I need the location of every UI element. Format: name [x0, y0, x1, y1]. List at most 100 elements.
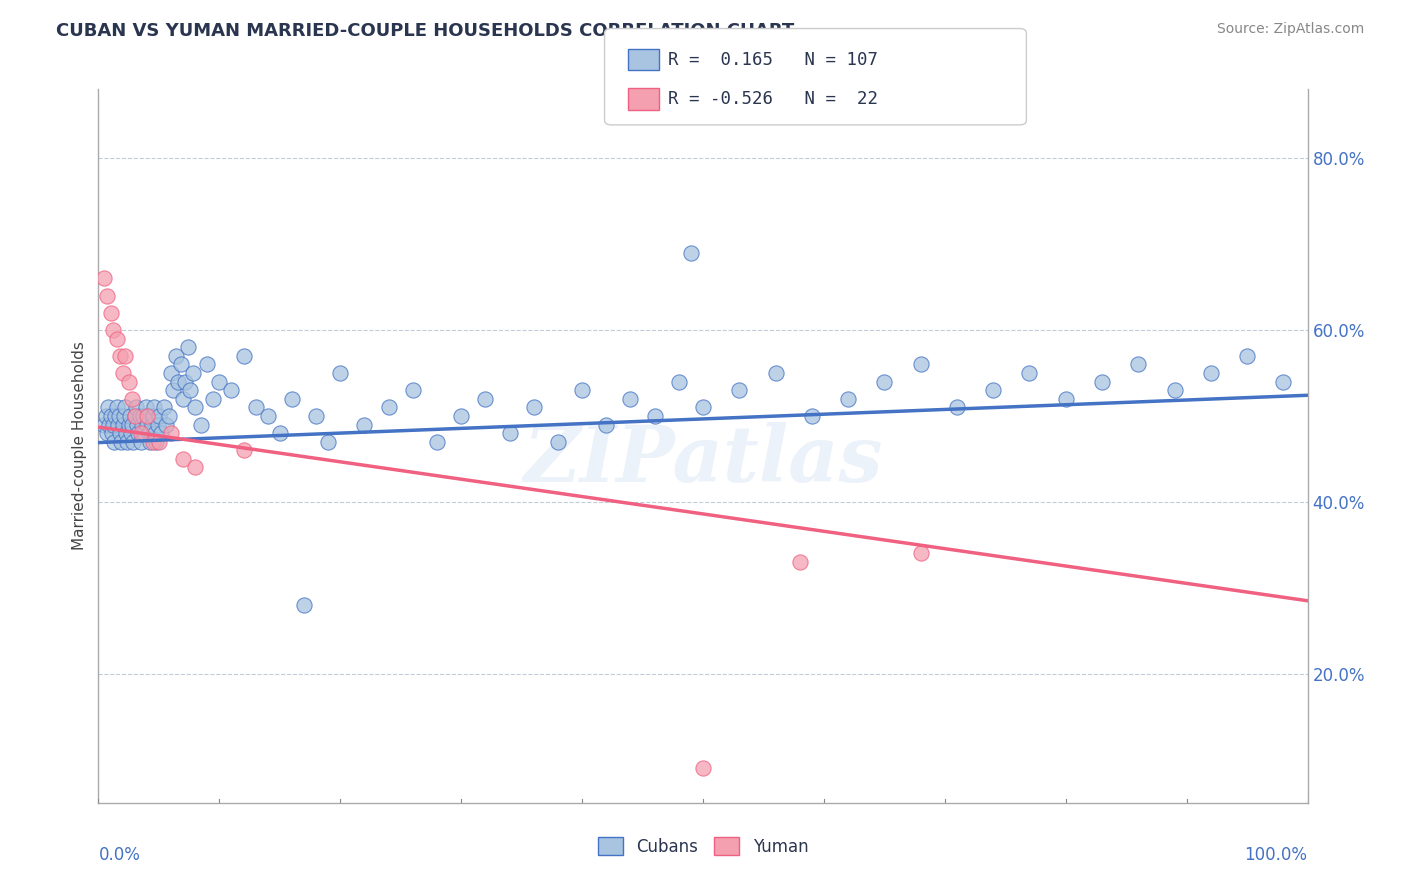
- Point: [143, 401, 166, 415]
- Text: 0.0%: 0.0%: [98, 846, 141, 863]
- Text: R =  0.165   N = 107: R = 0.165 N = 107: [668, 51, 877, 69]
- Point: [160, 426, 183, 441]
- Text: 100.0%: 100.0%: [1244, 846, 1308, 863]
- Point: [547, 434, 569, 449]
- Point: [195, 357, 218, 371]
- Point: [1054, 392, 1077, 406]
- Point: [800, 409, 823, 423]
- Point: [305, 409, 328, 423]
- Point: [245, 401, 267, 415]
- Point: [97, 401, 120, 415]
- Point: [125, 401, 148, 415]
- Point: [426, 434, 449, 449]
- Point: [728, 383, 751, 397]
- Point: [112, 409, 135, 423]
- Point: [139, 434, 162, 449]
- Point: [181, 366, 204, 380]
- Point: [1018, 366, 1040, 380]
- Point: [221, 383, 243, 397]
- Point: [101, 323, 124, 337]
- Point: [128, 409, 150, 423]
- Point: [135, 417, 157, 432]
- Point: [152, 401, 174, 415]
- Point: [281, 392, 304, 406]
- Point: [1272, 375, 1295, 389]
- Point: [316, 434, 339, 449]
- Point: [789, 555, 811, 569]
- Y-axis label: Married-couple Households: Married-couple Households: [72, 342, 87, 550]
- Point: [132, 409, 155, 423]
- Point: [118, 375, 141, 389]
- Point: [202, 392, 225, 406]
- Point: [110, 434, 132, 449]
- Point: [1163, 383, 1185, 397]
- Point: [329, 366, 352, 380]
- Point: [120, 426, 142, 441]
- Point: [190, 417, 212, 432]
- Point: [873, 375, 896, 389]
- Point: [121, 392, 143, 406]
- Point: [837, 392, 859, 406]
- Point: [124, 409, 146, 423]
- Point: [1091, 375, 1114, 389]
- Point: [96, 288, 118, 302]
- Point: [117, 434, 139, 449]
- Point: [169, 357, 191, 371]
- Point: [1236, 349, 1258, 363]
- Point: [1128, 357, 1150, 371]
- Point: [121, 417, 143, 432]
- Point: [129, 434, 152, 449]
- Point: [93, 271, 115, 285]
- Point: [692, 761, 714, 775]
- Point: [146, 417, 169, 432]
- Point: [142, 409, 165, 423]
- Point: [118, 417, 141, 432]
- Point: [177, 340, 200, 354]
- Point: [127, 417, 149, 432]
- Point: [122, 434, 145, 449]
- Point: [101, 417, 124, 432]
- Point: [118, 409, 141, 423]
- Point: [105, 401, 128, 415]
- Point: [135, 401, 157, 415]
- Point: [103, 434, 125, 449]
- Point: [115, 426, 138, 441]
- Point: [1199, 366, 1222, 380]
- Point: [172, 392, 194, 406]
- Point: [145, 434, 167, 449]
- Point: [108, 426, 131, 441]
- Point: [96, 426, 118, 441]
- Point: [135, 409, 157, 423]
- Point: [692, 401, 714, 415]
- Point: [946, 401, 969, 415]
- Point: [134, 426, 156, 441]
- Point: [208, 375, 231, 389]
- Point: [172, 451, 194, 466]
- Point: [910, 357, 932, 371]
- Text: R = -0.526   N =  22: R = -0.526 N = 22: [668, 90, 877, 108]
- Point: [232, 443, 254, 458]
- Point: [174, 375, 197, 389]
- Point: [619, 392, 641, 406]
- Point: [138, 426, 160, 441]
- Point: [269, 426, 291, 441]
- Point: [377, 401, 399, 415]
- Point: [124, 409, 146, 423]
- Point: [523, 401, 546, 415]
- Point: [100, 409, 122, 423]
- Text: CUBAN VS YUMAN MARRIED-COUPLE HOUSEHOLDS CORRELATION CHART: CUBAN VS YUMAN MARRIED-COUPLE HOUSEHOLDS…: [56, 22, 794, 40]
- Point: [981, 383, 1004, 397]
- Point: [141, 417, 163, 432]
- Legend: Cubans, Yuman: Cubans, Yuman: [591, 830, 815, 863]
- Point: [162, 383, 184, 397]
- Point: [571, 383, 593, 397]
- Point: [910, 546, 932, 560]
- Point: [142, 434, 165, 449]
- Point: [104, 409, 127, 423]
- Point: [474, 392, 496, 406]
- Point: [402, 383, 425, 397]
- Point: [167, 375, 190, 389]
- Point: [679, 245, 702, 260]
- Point: [93, 417, 115, 432]
- Point: [98, 417, 121, 432]
